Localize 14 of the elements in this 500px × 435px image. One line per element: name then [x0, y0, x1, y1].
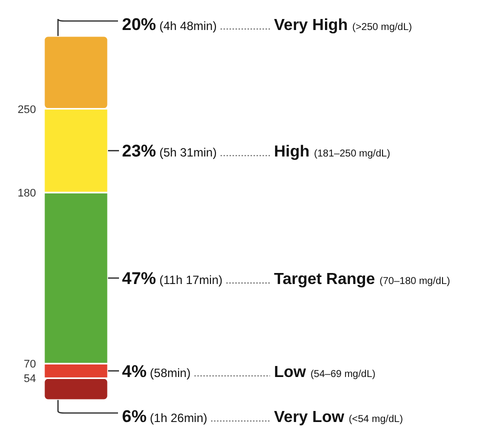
text: 70 — [24, 358, 36, 371]
text: 180 — [18, 188, 36, 200]
data-label: 23% (5h 31min) — [122, 142, 217, 161]
data-label: 47% (11h 17min) — [122, 269, 223, 288]
data-label: 6% (1h 26min) — [122, 407, 208, 426]
text: High (181–250 mg/dL) — [274, 144, 390, 161]
text: Target Range (70–180 mg/dL) — [274, 271, 450, 288]
text: 250 — [18, 104, 36, 116]
text: Low (54–69 mg/dL) — [274, 364, 376, 381]
text: Very Low (<54 mg/dL) — [274, 409, 403, 426]
text: Very High (>250 mg/dL) — [274, 17, 412, 34]
data-label: 20% (4h 48min) — [122, 15, 217, 34]
data-label: 4% (58min) — [122, 362, 191, 381]
text: 54 — [24, 373, 36, 386]
